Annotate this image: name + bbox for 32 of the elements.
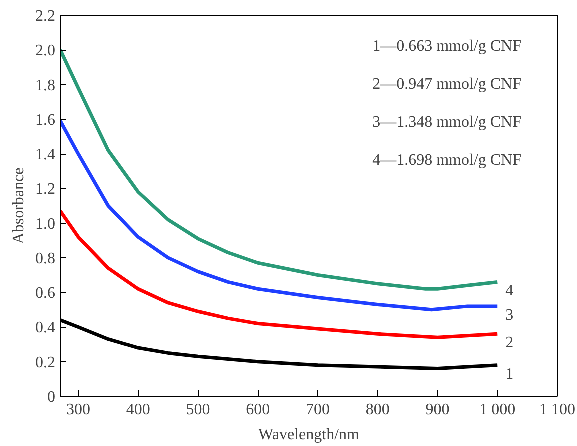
y-tick-label: 0.8: [36, 250, 56, 268]
x-tick-label: 1 100: [540, 402, 576, 418]
y-tick-label: 0.6: [36, 285, 56, 302]
annotation: 1—0.663 mmol/g CNF: [372, 38, 522, 55]
y-tick-label: 2.0: [36, 42, 56, 60]
annotation: 3—1.348 mmol/g CNF: [372, 114, 522, 131]
series-label: 1: [506, 366, 514, 383]
x-tick-label: 1 000: [480, 402, 516, 418]
series-label: 3: [506, 306, 514, 324]
x-tick-label: 600: [246, 402, 270, 418]
y-axis-title: Absorbance: [10, 168, 28, 244]
x-tick-label: 900: [426, 402, 450, 418]
y-tick-label: 0.2: [36, 354, 56, 372]
x-tick-label: 500: [186, 402, 210, 418]
annotation: 4—1.698 mmol/g CNF: [372, 152, 522, 169]
x-tick-label: 400: [126, 402, 150, 418]
x-tick-label: 800: [366, 402, 390, 418]
y-tick-label: 0: [48, 389, 56, 406]
line-series: [60, 209, 500, 340]
y-tick-label: 1.6: [36, 112, 56, 129]
series-label: 2: [506, 334, 514, 352]
series-label: 4: [506, 282, 514, 300]
y-tick-label: 2.2: [36, 8, 56, 25]
x-axis-title: Wavelength/nm: [258, 426, 360, 444]
y-tick-label: 1.0: [36, 216, 56, 233]
x-tick-label: 700: [306, 402, 330, 418]
y-tick-label: 1.4: [36, 146, 56, 164]
y-tick-label: 1.8: [36, 77, 56, 94]
x-tick-label: 300: [66, 402, 90, 418]
y-tick-label: 1.2: [36, 181, 56, 198]
annotation: 2—0.947 mmol/g CNF: [372, 76, 522, 93]
y-tick-label: 0.4: [36, 320, 56, 337]
